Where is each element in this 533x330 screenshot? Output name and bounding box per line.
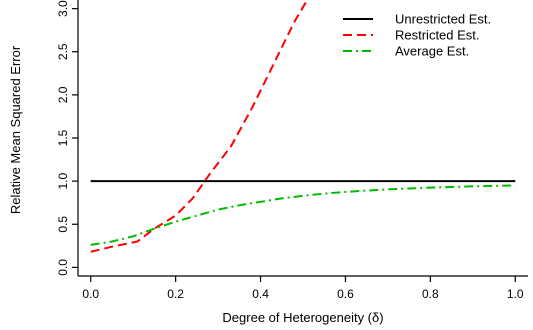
x-tick-label: 0.4: [252, 287, 269, 301]
y-tick-label: 1.5: [56, 129, 70, 146]
y-axis-title: Relative Mean Squared Error: [8, 45, 23, 214]
x-tick-label: 0.6: [337, 287, 354, 301]
series-line-restricted-est: [90, 0, 309, 253]
legend: Unrestricted Est.Restricted Est.Average …: [343, 12, 491, 59]
x-tick-label: 0.8: [422, 287, 439, 301]
y-tick-label: 3.0: [56, 0, 70, 17]
y-axis: 0.0 0.5 1.0 1.5 2.0 2.5 3.0: [56, 0, 78, 276]
x-axis: 0.0 0.2 0.4 0.6 0.8 1.0: [82, 276, 524, 301]
y-tick-label: 2.5: [56, 43, 70, 60]
legend-label-restricted-est: Restricted Est.: [395, 28, 480, 43]
legend-label-unrestricted-est: Unrestricted Est.: [395, 12, 491, 27]
x-tick-label: 1.0: [507, 287, 524, 301]
x-axis-title: Degree of Heterogeneity (δ): [222, 310, 383, 325]
y-tick-label: 0.5: [56, 216, 70, 233]
y-tick-label: 2.0: [56, 86, 70, 103]
x-tick-label: 0.0: [82, 287, 99, 301]
y-tick-label: 1.0: [56, 172, 70, 189]
legend-label-average-est: Average Est.: [395, 44, 469, 59]
series-lines: [90, 0, 516, 253]
x-tick-label: 0.2: [167, 287, 184, 301]
y-tick-label: 0.0: [56, 259, 70, 276]
